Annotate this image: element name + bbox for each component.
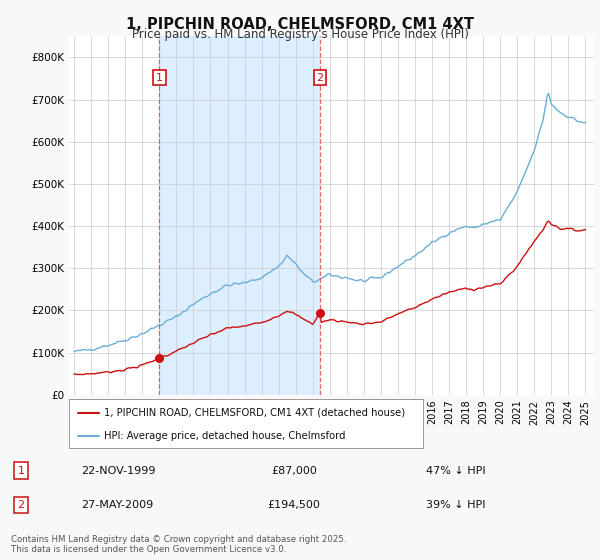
Text: £87,000: £87,000 [271, 465, 317, 475]
Bar [160, 36, 320, 395]
Text: HPI: Average price, detached house, Chelmsford: HPI: Average price, detached house, Chel… [104, 431, 346, 441]
Text: 2: 2 [316, 73, 323, 83]
Text: £194,500: £194,500 [268, 500, 320, 510]
Text: 1, PIPCHIN ROAD, CHELMSFORD, CM1 4XT (detached house): 1, PIPCHIN ROAD, CHELMSFORD, CM1 4XT (de… [104, 408, 406, 418]
Text: 47% ↓ HPI: 47% ↓ HPI [426, 465, 486, 475]
Text: 22-NOV-1999: 22-NOV-1999 [81, 465, 155, 475]
Text: 27-MAY-2009: 27-MAY-2009 [81, 500, 153, 510]
Text: 39% ↓ HPI: 39% ↓ HPI [426, 500, 486, 510]
Text: Price paid vs. HM Land Registry's House Price Index (HPI): Price paid vs. HM Land Registry's House … [131, 28, 469, 41]
Text: 1: 1 [17, 465, 25, 475]
Text: 2: 2 [17, 500, 25, 510]
Text: 1: 1 [156, 73, 163, 83]
Text: 1, PIPCHIN ROAD, CHELMSFORD, CM1 4XT: 1, PIPCHIN ROAD, CHELMSFORD, CM1 4XT [126, 17, 474, 32]
Text: Contains HM Land Registry data © Crown copyright and database right 2025.
This d: Contains HM Land Registry data © Crown c… [11, 535, 346, 554]
